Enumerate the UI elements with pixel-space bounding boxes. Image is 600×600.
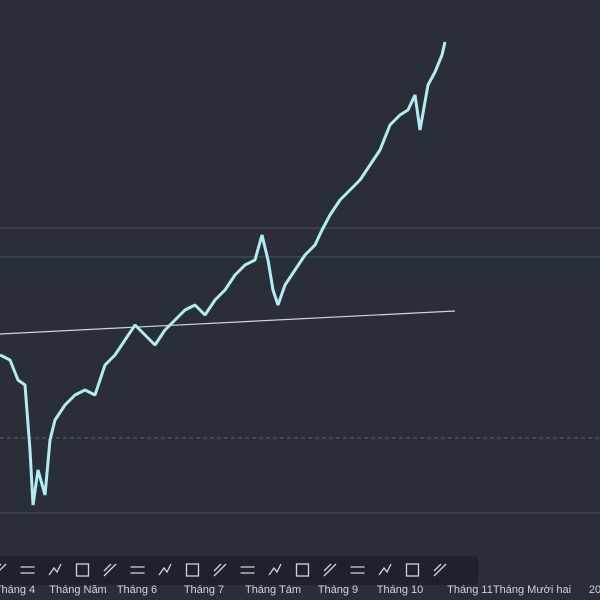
tool-icon [240,566,255,574]
drawing-toolbar [0,556,478,585]
tool-icon [158,563,172,576]
tool-button[interactable] [405,563,420,577]
tool-icon [295,563,310,577]
tool-button[interactable] [48,563,62,576]
tool-button[interactable] [350,566,365,574]
tool-icon [350,566,365,574]
tool-icon [323,563,337,577]
time-label: 20 [589,584,600,596]
tool-button[interactable] [0,563,7,576]
time-label: Tháng 6 [117,584,157,596]
time-label: Tháng 10 [377,584,423,596]
tool-icon [185,563,200,577]
tool-button[interactable] [185,563,200,577]
tool-icon [378,563,392,576]
tool-button[interactable] [378,563,392,576]
tool-icon [130,566,145,574]
time-label: Tháng Tám [245,584,301,596]
tool-button[interactable] [240,566,255,574]
tool-icon [213,563,227,577]
time-label: Tháng 11 [447,584,493,596]
tool-button[interactable] [130,566,145,574]
tool-button[interactable] [158,563,172,576]
tool-icon [103,563,117,577]
tool-button[interactable] [213,563,227,577]
toolbar-icons [0,563,447,577]
price-series [0,41,447,506]
tool-icon [405,563,420,577]
tool-icon [48,563,62,576]
time-label: Tháng 4 [0,584,35,596]
time-axis: Tháng 4 Tháng Năm Tháng 6 Tháng 7 Tháng Tám T… [0,584,600,596]
time-label: Tháng 9 [318,584,358,596]
tool-button[interactable] [268,563,282,576]
tool-icon [0,563,7,571]
tool-button[interactable] [103,563,117,577]
tool-button[interactable] [323,563,337,577]
tool-icon [75,563,90,577]
time-label: Tháng 7 [184,584,224,596]
tool-button[interactable] [75,563,90,577]
tool-icon [433,563,447,577]
time-label: Tháng Mười hai [493,584,571,596]
tool-icon [20,566,35,574]
tool-button[interactable] [433,563,447,577]
trend-line [0,310,456,335]
time-label: Tháng Năm [49,584,106,596]
tool-icon [268,563,282,576]
tool-button[interactable] [295,563,310,577]
tool-button[interactable] [20,566,35,574]
